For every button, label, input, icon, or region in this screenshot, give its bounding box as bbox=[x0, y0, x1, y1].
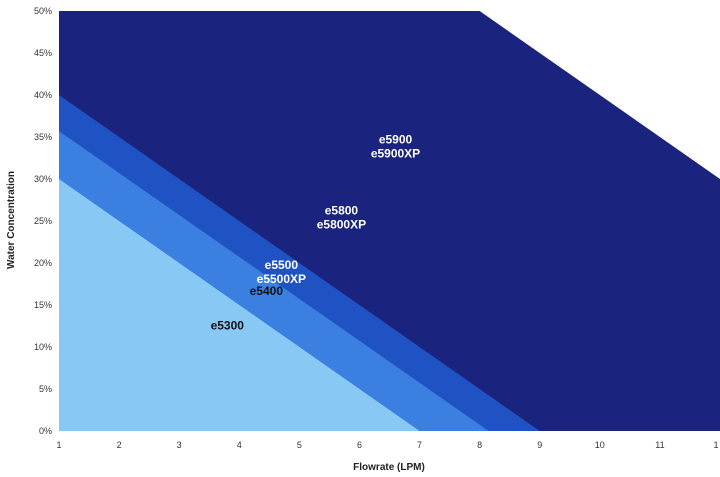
x-tick-label: 5 bbox=[297, 440, 302, 450]
y-axis-ticks: 0% 5% 10% 15% 20% 25% 30% 35% 40% 45% 50% bbox=[34, 6, 52, 436]
x-tick-label: 9 bbox=[537, 440, 542, 450]
y-tick-label: 15% bbox=[34, 300, 52, 310]
region-label-e5800: e5800 bbox=[325, 203, 359, 217]
region-label-e5400: e5400 bbox=[250, 284, 284, 298]
y-tick-label: 45% bbox=[34, 48, 52, 58]
y-tick-label: 25% bbox=[34, 216, 52, 226]
x-tick-label: 1 bbox=[56, 440, 61, 450]
region-label-e5900XP: e5900XP bbox=[371, 147, 420, 161]
x-tick-label: 1 bbox=[713, 440, 718, 450]
y-tick-label: 35% bbox=[34, 132, 52, 142]
y-tick-label: 0% bbox=[39, 426, 52, 436]
x-axis-ticks: 1 2 3 4 5 6 7 8 9 10 11 1 bbox=[56, 440, 718, 450]
x-tick-label: 10 bbox=[595, 440, 605, 450]
y-tick-label: 5% bbox=[39, 384, 52, 394]
region-label-e5800XP: e5800XP bbox=[317, 217, 366, 231]
region-label-e5300: e5300 bbox=[211, 318, 245, 332]
x-tick-label: 4 bbox=[237, 440, 242, 450]
x-tick-label: 2 bbox=[117, 440, 122, 450]
x-axis-title: Flowrate (LPM) bbox=[353, 462, 425, 473]
x-tick-label: 7 bbox=[417, 440, 422, 450]
x-tick-label: 3 bbox=[177, 440, 182, 450]
region-label-e5500: e5500 bbox=[265, 258, 299, 272]
y-tick-label: 10% bbox=[34, 342, 52, 352]
region-e5300 bbox=[59, 179, 420, 431]
x-tick-label: 6 bbox=[357, 440, 362, 450]
y-tick-label: 50% bbox=[34, 6, 52, 16]
x-tick-label: 8 bbox=[477, 440, 482, 450]
region-label-e5900: e5900 bbox=[379, 133, 413, 147]
x-tick-label: 11 bbox=[655, 440, 664, 450]
y-tick-label: 20% bbox=[34, 258, 52, 268]
y-axis-title: Water Concentration bbox=[6, 171, 17, 269]
region-label-e5500XP: e5500XP bbox=[257, 272, 306, 286]
y-tick-label: 40% bbox=[34, 90, 52, 100]
plot-regions bbox=[59, 11, 720, 431]
y-tick-label: 30% bbox=[34, 174, 52, 184]
